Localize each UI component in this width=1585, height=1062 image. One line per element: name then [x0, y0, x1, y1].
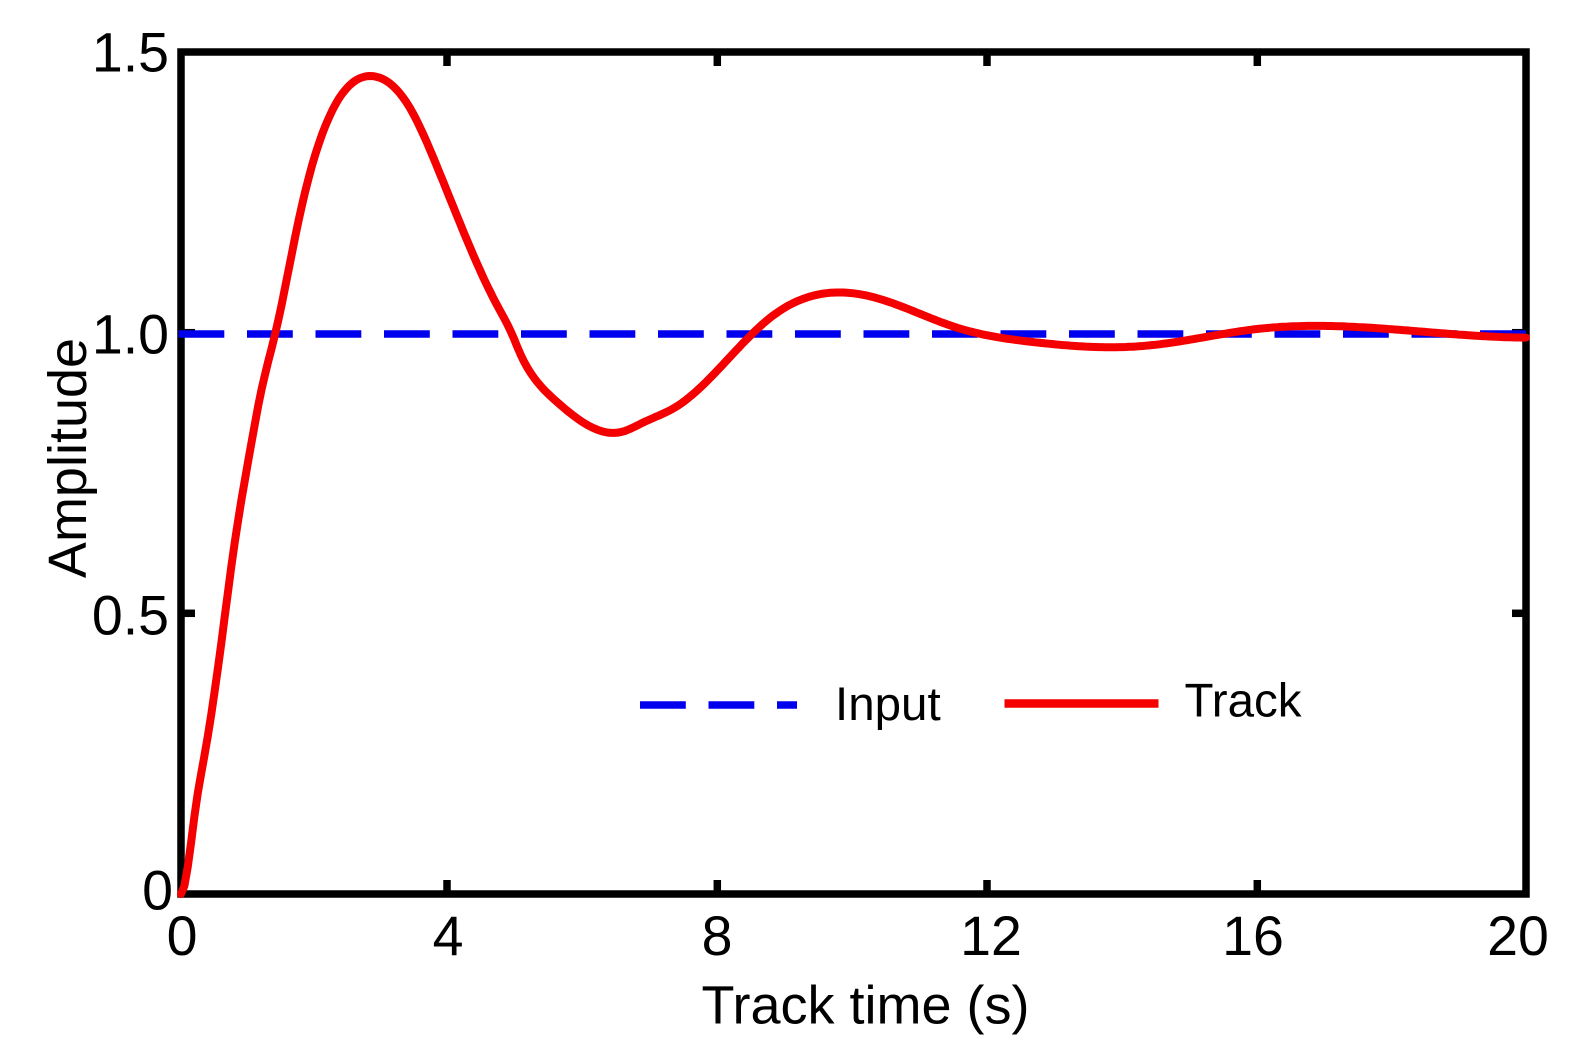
svg-text:12: 12: [960, 905, 1022, 967]
svg-text:0: 0: [142, 860, 173, 922]
svg-text:Track: Track: [1185, 675, 1302, 728]
svg-text:0: 0: [167, 905, 198, 967]
svg-text:4: 4: [433, 905, 464, 967]
svg-text:Input: Input: [835, 678, 941, 731]
svg-text:0.5: 0.5: [92, 585, 169, 647]
svg-text:20: 20: [1487, 905, 1549, 967]
svg-text:8: 8: [702, 905, 733, 967]
svg-text:16: 16: [1222, 905, 1284, 967]
svg-text:1.5: 1.5: [92, 22, 169, 84]
svg-text:1.0: 1.0: [92, 304, 169, 366]
svg-text:Track time (s): Track time (s): [702, 976, 1030, 1036]
svg-text:Amplitude: Amplitude: [38, 338, 98, 578]
